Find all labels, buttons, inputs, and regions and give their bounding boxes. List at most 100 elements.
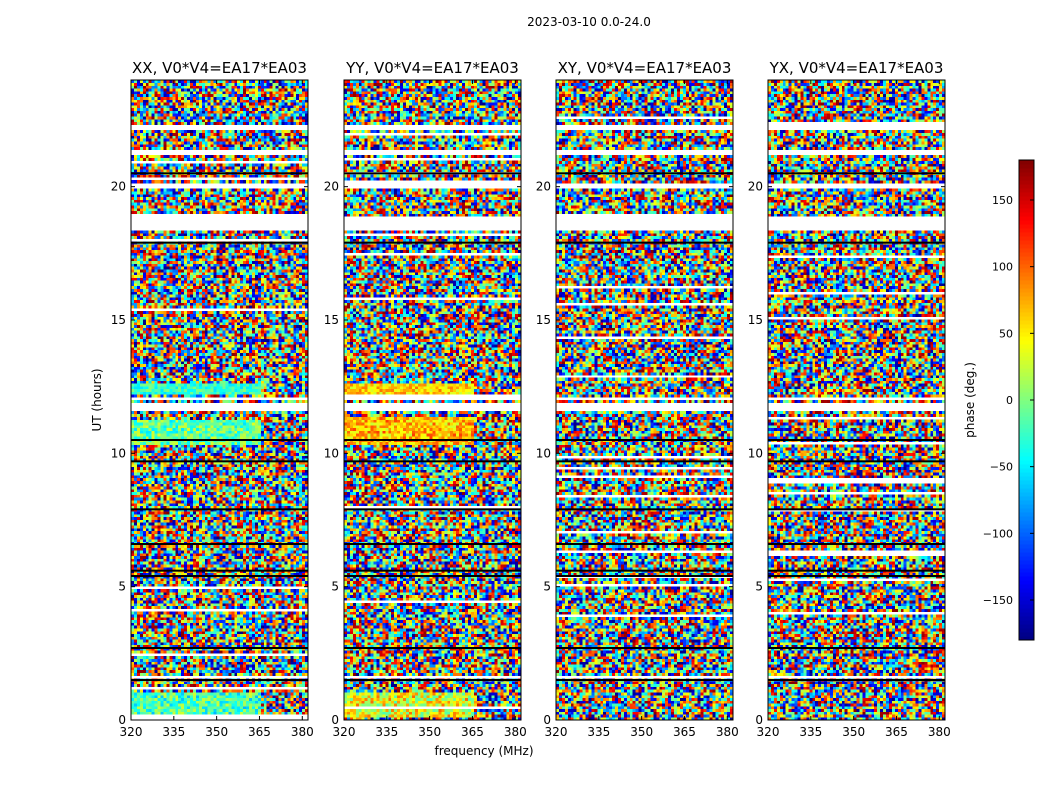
y-axis-label: UT (hours) bbox=[90, 368, 104, 431]
colorbar-tick-label: 100 bbox=[992, 261, 1013, 274]
flag-row bbox=[768, 439, 945, 441]
colorbar-segment bbox=[1019, 392, 1034, 396]
y-tick-label: 10 bbox=[324, 446, 339, 460]
colorbar-segment bbox=[1019, 500, 1034, 504]
y-tick-label: 10 bbox=[748, 446, 763, 460]
colorbar-segment bbox=[1019, 496, 1034, 500]
colorbar-segment bbox=[1019, 192, 1034, 196]
flag-row bbox=[556, 460, 733, 462]
colorbar-segment bbox=[1019, 336, 1034, 340]
colorbar-segment bbox=[1019, 604, 1034, 608]
panel-title: YY, V0*V4=EA17*EA03 bbox=[345, 59, 519, 77]
colorbar-segment bbox=[1019, 384, 1034, 388]
colorbar-segment bbox=[1019, 548, 1034, 552]
colorbar-segment bbox=[1019, 272, 1034, 276]
colorbar-segment bbox=[1019, 344, 1034, 348]
y-tick-label: 0 bbox=[118, 713, 126, 727]
phase-heatmap bbox=[556, 80, 733, 720]
flag-row bbox=[344, 508, 521, 510]
colorbar-segment bbox=[1019, 532, 1034, 536]
colorbar-segment bbox=[1019, 420, 1034, 424]
colorbar-segment bbox=[1019, 436, 1034, 440]
y-tick-label: 15 bbox=[748, 313, 763, 327]
colorbar-segment bbox=[1019, 580, 1034, 584]
colorbar-segment bbox=[1019, 540, 1034, 544]
flag-row bbox=[556, 242, 733, 244]
colorbar-segment bbox=[1019, 524, 1034, 528]
flag-row bbox=[768, 679, 945, 681]
colorbar-segment bbox=[1019, 520, 1034, 524]
colorbar-segment bbox=[1019, 220, 1034, 224]
flag-row bbox=[556, 647, 733, 649]
colorbar-segment bbox=[1019, 368, 1034, 372]
colorbar-segment bbox=[1019, 404, 1034, 408]
flag-row bbox=[131, 508, 308, 510]
colorbar-segment bbox=[1019, 360, 1034, 364]
colorbar-segment bbox=[1019, 560, 1034, 564]
y-tick-label: 5 bbox=[331, 580, 339, 594]
x-tick-label: 320 bbox=[120, 725, 143, 739]
flag-row bbox=[768, 242, 945, 244]
colorbar-segment bbox=[1019, 268, 1034, 272]
x-tick-label: 365 bbox=[673, 725, 696, 739]
colorbar-segment bbox=[1019, 232, 1034, 236]
colorbar-segment bbox=[1019, 504, 1034, 508]
x-tick-label: 380 bbox=[291, 725, 314, 739]
y-tick-label: 0 bbox=[331, 713, 339, 727]
colorbar-tick-label: −150 bbox=[983, 594, 1013, 607]
colorbar-segment bbox=[1019, 216, 1034, 220]
y-tick-label: 5 bbox=[755, 580, 763, 594]
flag-row bbox=[344, 543, 521, 545]
x-tick-label: 380 bbox=[716, 725, 739, 739]
colorbar-segment bbox=[1019, 508, 1034, 512]
colorbar-segment bbox=[1019, 212, 1034, 216]
colorbar-segment bbox=[1019, 440, 1034, 444]
flag-row bbox=[556, 172, 733, 174]
colorbar-segment bbox=[1019, 248, 1034, 252]
figure-suptitle: 2023-03-10 0.0-24.0 bbox=[527, 15, 651, 29]
colorbar-segment bbox=[1019, 424, 1034, 428]
x-tick-label: 335 bbox=[375, 725, 398, 739]
x-tick-label: 320 bbox=[757, 725, 780, 739]
colorbar-segment bbox=[1019, 456, 1034, 460]
panel-title: YX, V0*V4=EA17*EA03 bbox=[769, 59, 944, 77]
colorbar-segment bbox=[1019, 552, 1034, 556]
colorbar-segment bbox=[1019, 488, 1034, 492]
y-tick-label: 20 bbox=[324, 180, 339, 194]
colorbar-segment bbox=[1019, 284, 1034, 288]
colorbar-segment bbox=[1019, 244, 1034, 248]
colorbar-segment bbox=[1019, 312, 1034, 316]
y-tick-label: 0 bbox=[755, 713, 763, 727]
colorbar-segment bbox=[1019, 468, 1034, 472]
colorbar-tick-label: 0 bbox=[1006, 394, 1013, 407]
flag-row bbox=[131, 647, 308, 649]
x-tick-label: 320 bbox=[333, 725, 356, 739]
colorbar-segment bbox=[1019, 340, 1034, 344]
colorbar-tick-label: 50 bbox=[999, 327, 1013, 340]
figure: 2023-03-10 0.0-24.0 XX, V0*V4=EA17*EA033… bbox=[0, 0, 1050, 800]
colorbar-segment bbox=[1019, 380, 1034, 384]
colorbar-segment bbox=[1019, 428, 1034, 432]
colorbar-segment bbox=[1019, 408, 1034, 412]
x-tick-label: 365 bbox=[885, 725, 908, 739]
flag-row bbox=[768, 460, 945, 462]
colorbar-segment bbox=[1019, 612, 1034, 616]
colorbar-segment bbox=[1019, 432, 1034, 436]
flag-row bbox=[344, 570, 521, 572]
flag-row bbox=[556, 679, 733, 681]
flag-row bbox=[131, 570, 308, 572]
colorbar-segment bbox=[1019, 236, 1034, 240]
x-tick-label: 350 bbox=[205, 725, 228, 739]
flag-row bbox=[768, 570, 945, 572]
colorbar-segment bbox=[1019, 260, 1034, 264]
flag-row bbox=[768, 172, 945, 174]
colorbar-segment bbox=[1019, 316, 1034, 320]
y-tick-label: 0 bbox=[543, 713, 551, 727]
x-tick-label: 335 bbox=[587, 725, 610, 739]
colorbar-segment bbox=[1019, 460, 1034, 464]
flag-row bbox=[768, 543, 945, 545]
y-tick-label: 15 bbox=[111, 313, 126, 327]
colorbar-segment bbox=[1019, 592, 1034, 596]
